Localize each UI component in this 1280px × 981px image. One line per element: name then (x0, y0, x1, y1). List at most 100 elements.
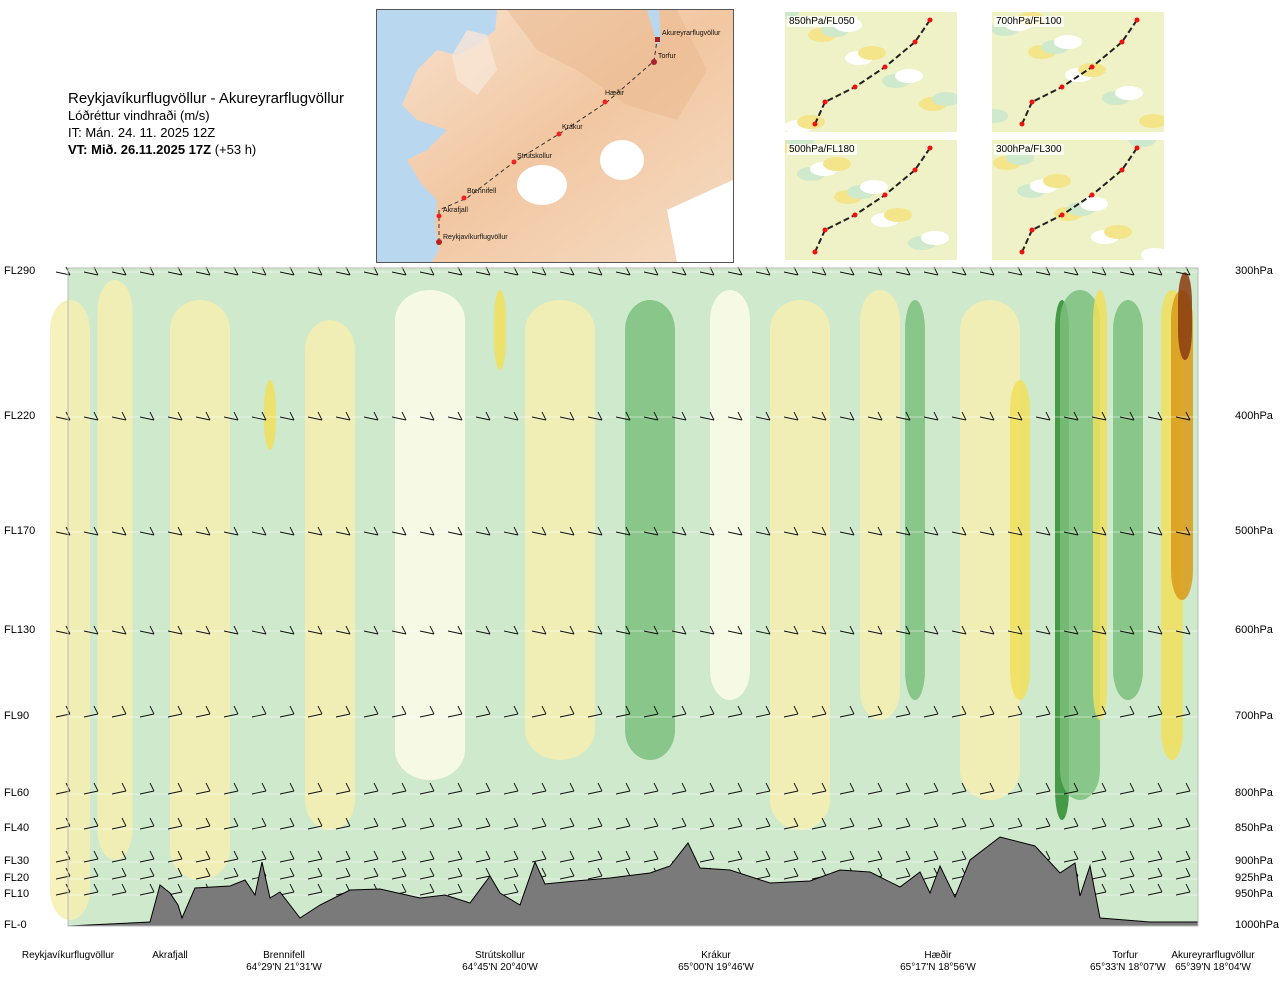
wind-barb (559, 705, 575, 718)
wind-barb (475, 782, 491, 795)
wind-barb (1063, 782, 1079, 795)
wind-barb (643, 625, 659, 635)
wind-barb (1147, 867, 1163, 880)
wind-barb (951, 850, 967, 863)
wind-barb (335, 817, 351, 830)
wind-barb (587, 782, 603, 795)
waypoint-label: Akureyrarflugvöllur 65°39'N 18°04'W (1150, 950, 1276, 974)
wind-barb (811, 705, 827, 718)
wind-barb (279, 782, 295, 795)
waypoint-coord: 65°33'N 18°07'W (1090, 962, 1166, 973)
wind-barb (1147, 625, 1163, 635)
wind-barb (447, 625, 463, 635)
waypoint-name: Hæðir (924, 950, 952, 961)
wind-barb (83, 867, 99, 880)
wind-barb (83, 782, 99, 795)
wind-barb (307, 625, 323, 635)
wind-barb (139, 817, 155, 830)
wind-barb (783, 705, 799, 718)
minimap-waypoint (1029, 99, 1035, 105)
wind-barb (83, 625, 99, 635)
wind-barb (307, 705, 323, 718)
wind-barb (363, 705, 379, 718)
wind-barb (671, 705, 687, 718)
level-fl-label: FL-0 (4, 919, 27, 931)
minimap-cell (823, 157, 851, 171)
wind-barb (755, 850, 771, 863)
wind-barb (531, 625, 547, 635)
wind-barb (979, 625, 995, 635)
wind-barb (111, 526, 127, 536)
wind-barb (139, 883, 155, 896)
wind-barb (335, 526, 351, 536)
wind-barb (167, 867, 183, 880)
minimap-waypoint (1019, 249, 1025, 255)
wind-barb (1091, 817, 1107, 830)
wind-barb (727, 782, 743, 795)
wind-barb (391, 867, 407, 880)
minimap-cell (1078, 63, 1106, 77)
wind-barb (167, 850, 183, 863)
wind-barb (615, 817, 631, 830)
wind-barb (447, 411, 463, 421)
minimap-waypoint (912, 167, 918, 173)
minimap-route (814, 147, 931, 253)
wind-barb (223, 411, 239, 421)
minimap-850-graphic (785, 12, 957, 132)
wind-barb (559, 817, 575, 830)
wind-barb (83, 526, 99, 536)
wind-barb (615, 705, 631, 718)
wind-barb (251, 850, 267, 863)
minimap-700-graphic (992, 12, 1164, 132)
minimap-cell (1128, 140, 1156, 147)
wind-barb (1147, 817, 1163, 830)
velocity-band (1171, 290, 1193, 600)
wind-barb (811, 782, 827, 795)
waypoint-coord: 64°29'N 21°31'W (246, 962, 322, 973)
wind-barb (503, 817, 519, 830)
wind-barb (979, 817, 995, 830)
minimap-waypoint (912, 39, 918, 45)
velocity-band (494, 290, 506, 370)
wind-barb (419, 782, 435, 795)
level-pressure-label: 925hPa (1235, 872, 1273, 884)
wind-barb (503, 850, 519, 863)
wind-barb (727, 625, 743, 635)
wind-barb (307, 411, 323, 421)
minimap-waypoint (882, 64, 888, 70)
wind-barb (867, 850, 883, 863)
wind-barb (1175, 867, 1191, 880)
wind-barb (419, 625, 435, 635)
wind-barb (167, 782, 183, 795)
velocity-band (50, 300, 90, 920)
waypoint-name: Brennifell (263, 950, 305, 961)
wind-barb (111, 625, 127, 635)
terrain-profile (67, 836, 1199, 927)
velocity-band (170, 300, 230, 880)
wind-barb (503, 625, 519, 635)
wind-barb (923, 625, 939, 635)
wind-barb (279, 817, 295, 830)
wind-barb (1007, 782, 1023, 795)
wind-barb (335, 625, 351, 635)
wind-barb (643, 705, 659, 718)
waypoint-name: Torfur (1112, 950, 1138, 961)
wind-barb (1119, 705, 1135, 718)
wind-barb (531, 782, 547, 795)
wind-barb (923, 782, 939, 795)
level-fl-label: FL30 (4, 855, 30, 867)
wind-barb (503, 526, 519, 536)
wind-barb (223, 625, 239, 635)
wind-barb (895, 850, 911, 863)
wind-barb (83, 850, 99, 863)
level-fl-label: FL130 (4, 624, 36, 636)
map-dot-haedir (602, 99, 608, 105)
waypoint-name: Akureyrarflugvöllur (1171, 950, 1255, 961)
wind-barb (559, 850, 575, 863)
wind-barb (391, 526, 407, 536)
wind-barb (867, 817, 883, 830)
wind-barb (195, 782, 211, 795)
level-pressure-label: 300hPa (1235, 265, 1273, 277)
wind-barb (1035, 411, 1051, 421)
wind-barb (223, 867, 239, 880)
